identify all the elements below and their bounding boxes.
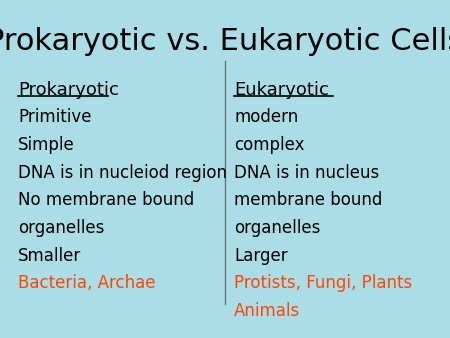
Text: Smaller: Smaller [18, 247, 81, 265]
Text: DNA is in nucleus: DNA is in nucleus [234, 164, 379, 182]
Text: Primitive: Primitive [18, 108, 91, 126]
Text: Simple: Simple [18, 136, 75, 154]
Text: DNA is in nucleiod region: DNA is in nucleiod region [18, 164, 227, 182]
Text: Bacteria, Archae: Bacteria, Archae [18, 274, 156, 292]
Text: Prokaryotic: Prokaryotic [18, 81, 119, 99]
Text: complex: complex [234, 136, 305, 154]
Text: membrane bound: membrane bound [234, 191, 382, 209]
Text: modern: modern [234, 108, 298, 126]
Text: Eukaryotic: Eukaryotic [234, 81, 329, 99]
Text: Prokaryotic vs. Eukaryotic Cells: Prokaryotic vs. Eukaryotic Cells [0, 27, 450, 56]
Text: Larger: Larger [234, 247, 288, 265]
Text: organelles: organelles [234, 219, 320, 237]
Text: organelles: organelles [18, 219, 104, 237]
Text: No membrane bound: No membrane bound [18, 191, 194, 209]
Text: Protists, Fungi, Plants: Protists, Fungi, Plants [234, 274, 412, 292]
Text: Animals: Animals [234, 302, 300, 320]
